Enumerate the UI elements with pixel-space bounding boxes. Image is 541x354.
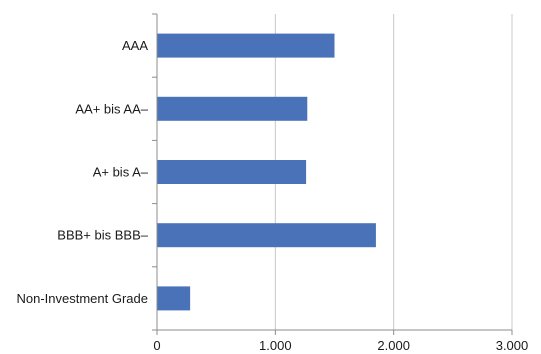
- tick-labels: 0 1.000 2.000 3.000: [153, 338, 528, 353]
- bar-1: [157, 96, 308, 121]
- x-tick-label-1: 1.000: [259, 338, 292, 353]
- gridlines: [274, 14, 513, 330]
- category-label-1: AA+ bis AA–: [75, 101, 148, 116]
- bar-0: [157, 33, 335, 58]
- category-label-2: A+ bis A–: [93, 165, 149, 180]
- bar-4: [157, 286, 191, 311]
- category-label-4: Non-Investment Grade: [16, 291, 148, 306]
- x-tick-label-0: 0: [153, 338, 160, 353]
- x-tick-label-2: 2.000: [377, 338, 410, 353]
- category-label-0: AAA: [122, 38, 148, 53]
- bars: [157, 33, 376, 311]
- category-labels: AAA AA+ bis AA– A+ bis A– BBB+ bis BBB– Non-…: [16, 38, 148, 306]
- bar-3: [157, 223, 376, 248]
- axes: [152, 13, 513, 335]
- bar-2: [157, 160, 307, 184]
- category-label-3: BBB+ bis BBB–: [57, 228, 148, 243]
- x-tick-label-3: 3.000: [496, 338, 529, 353]
